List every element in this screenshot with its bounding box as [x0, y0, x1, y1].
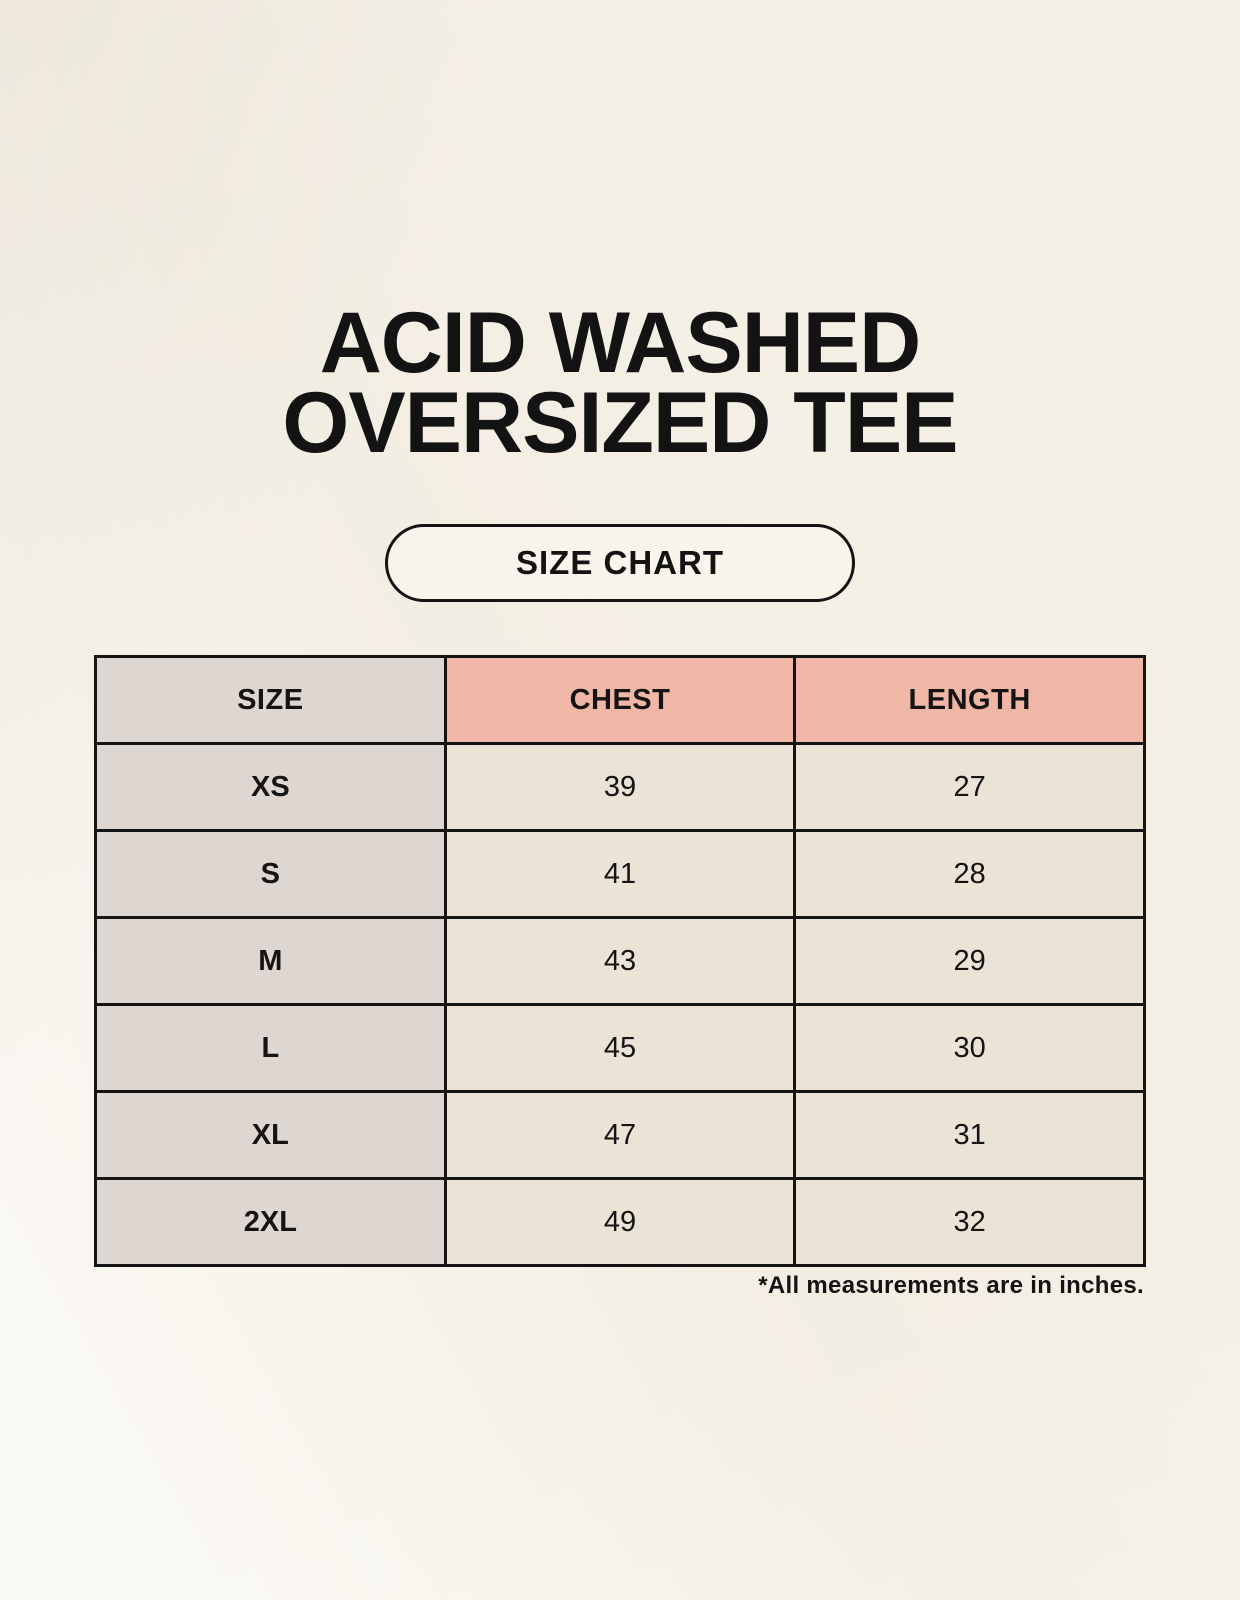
table-row: M 43 29: [94, 916, 1146, 1006]
length-value: 30: [793, 1003, 1146, 1093]
length-value: 29: [793, 916, 1146, 1006]
length-value: 27: [793, 742, 1146, 832]
size-chart-table: SIZE CHEST LENGTH XS 39 27 S 41 28 M 43 …: [94, 655, 1146, 1267]
size-label: M: [94, 916, 447, 1006]
size-chart-button[interactable]: SIZE CHART: [385, 524, 855, 602]
table-row: L 45 30: [94, 1003, 1146, 1093]
chest-value: 49: [443, 1177, 797, 1267]
column-header-chest: CHEST: [443, 655, 797, 745]
table-row: S 41 28: [94, 829, 1146, 919]
chest-value: 45: [443, 1003, 797, 1093]
page-title-line1: ACID WASHED: [319, 295, 922, 391]
size-label: XL: [94, 1090, 447, 1180]
size-label: L: [94, 1003, 447, 1093]
size-label: XS: [94, 742, 447, 832]
table-row: XS 39 27: [94, 742, 1146, 832]
chest-value: 47: [443, 1090, 797, 1180]
size-chart-button-label: SIZE CHART: [516, 544, 724, 581]
chest-value: 43: [443, 916, 797, 1006]
measurements-footnote: *All measurements are in inches.: [758, 1272, 1144, 1299]
column-header-length: LENGTH: [793, 655, 1146, 745]
table-header-row: SIZE CHEST LENGTH: [94, 655, 1146, 745]
table-row: 2XL 49 32: [94, 1177, 1146, 1267]
size-label: S: [94, 829, 447, 919]
chest-value: 41: [443, 829, 797, 919]
page-title: ACID WASHED OVERSIZED TEE: [0, 295, 1240, 471]
page-title-line2: OVERSIZED TEE: [282, 375, 958, 471]
length-value: 31: [793, 1090, 1146, 1180]
table-row: XL 47 31: [94, 1090, 1146, 1180]
length-value: 28: [793, 829, 1146, 919]
length-value: 32: [793, 1177, 1146, 1267]
size-label: 2XL: [94, 1177, 447, 1267]
chest-value: 39: [443, 742, 797, 832]
column-header-size: SIZE: [94, 655, 447, 745]
